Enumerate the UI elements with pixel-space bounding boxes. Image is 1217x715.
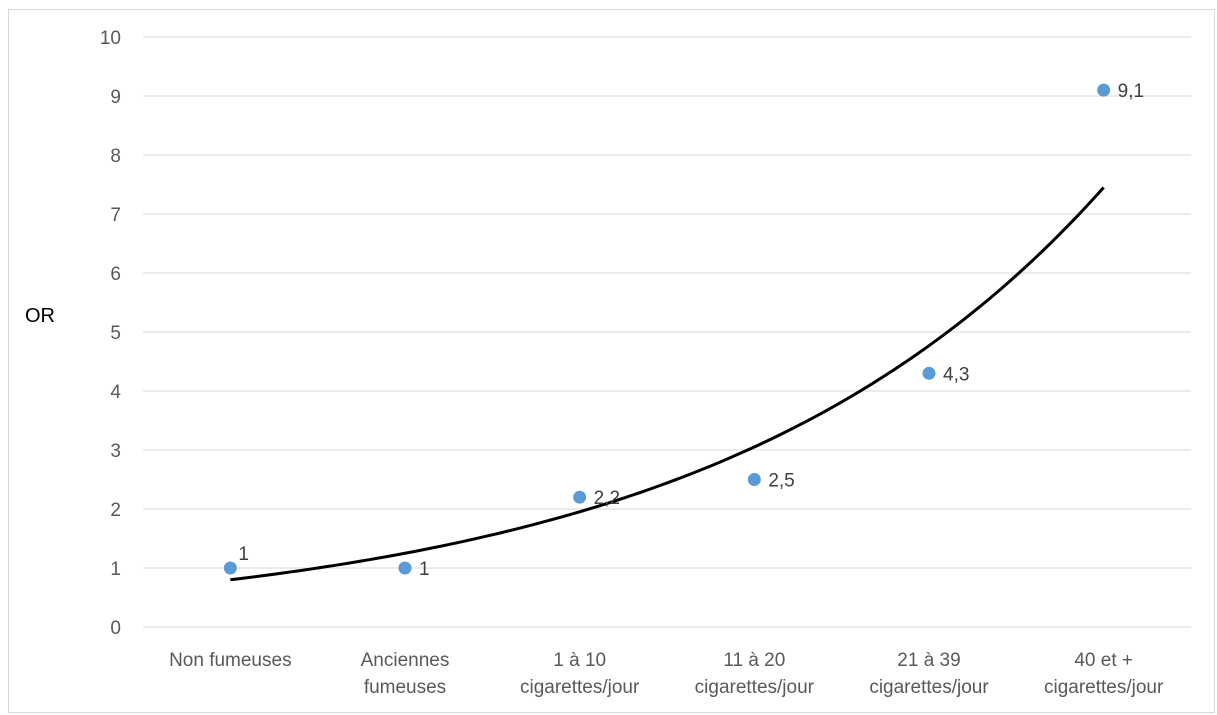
data-point [398,561,412,575]
y-tick-label: 7 [110,205,121,226]
data-label: 9,1 [1118,81,1144,102]
x-category-label: 11 à 20 cigarettes/jour [695,650,815,698]
x-category-label: 21 à 39 cigarettes/jour [869,650,989,698]
data-point [922,366,936,380]
chart-area [8,9,1215,713]
y-tick-label: 0 [110,618,121,639]
gridlines [143,36,1191,628]
y-tick-label: 3 [110,441,121,462]
y-tick-label: 9 [110,87,121,108]
x-category-label: 1 à 10 cigarettes/jour [520,650,640,698]
y-axis-title: OR [25,305,55,327]
data-label: 2,2 [594,488,620,509]
data-label: 1 [419,559,430,580]
data-labels: 1 1 2,2 2,5 4,3 9,1 [238,81,1144,580]
data-point [573,490,587,504]
y-tick-label: 8 [110,146,121,167]
data-point [1097,83,1111,97]
exponential-trendline [230,186,1105,582]
y-tick-label: 2 [110,500,121,521]
data-label: 2,5 [768,471,794,492]
data-point [223,561,237,575]
y-axis-tick-labels: 0 1 2 3 4 5 6 7 8 9 10 [100,28,122,639]
y-tick-label: 1 [110,559,121,580]
y-tick-label: 5 [110,323,121,344]
x-axis-category-labels: Non fumeuses Anciennes fumeuses 1 à 10 cigar… [169,650,1164,698]
y-tick-label: 10 [100,28,121,49]
data-points [223,83,1111,575]
x-category-label: Anciennes fumeuses [361,650,450,698]
data-label: 1 [238,544,249,565]
x-category-label: Non fumeuses [169,650,292,671]
data-point [747,473,761,486]
y-tick-label: 4 [110,382,121,403]
x-category-label: 40 et + cigarettes/jour [1044,650,1164,698]
data-label: 4,3 [943,364,969,385]
y-tick-label: 6 [110,264,121,285]
